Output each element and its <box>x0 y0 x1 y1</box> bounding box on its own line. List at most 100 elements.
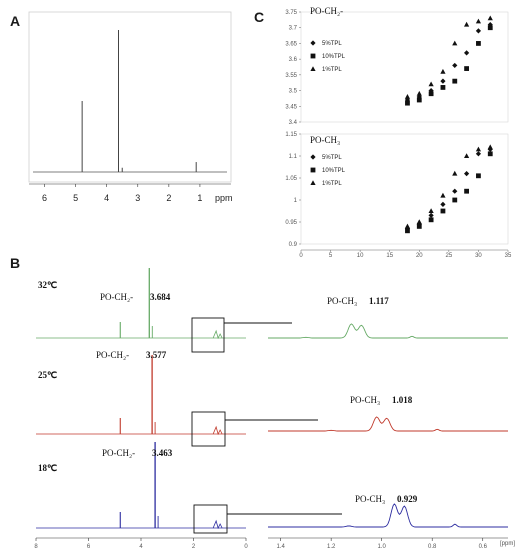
panel-a-letter: A <box>10 13 20 29</box>
panel-c-top-point <box>440 85 446 90</box>
panel-c-xtick-label: 0 <box>299 253 303 259</box>
panel-a-xtick-label: 4 <box>104 193 109 203</box>
panel-b-zoom-box <box>191 317 225 353</box>
panel-c-top-point <box>404 94 411 99</box>
panel-c-top-point <box>464 50 470 56</box>
panel-c-top-point <box>428 81 434 87</box>
panel-c-bottom-point <box>440 201 446 207</box>
panel-c-bottom-point <box>428 212 434 218</box>
panel-c-bottom-point <box>475 151 482 157</box>
panel-c-xtick-label: 25 <box>446 253 453 259</box>
panel-b-ch3-shift: 0.929 <box>397 494 418 504</box>
panel-c-top-point <box>452 78 458 84</box>
panel-c-top-point <box>464 21 470 27</box>
panel-a-spectrum: 6 5 4 3 2 1 <box>29 30 231 203</box>
panel-a-xtick-label: 6 <box>42 193 47 203</box>
panel-c-bottom-legend-label: 1%TPL <box>322 181 342 187</box>
panel-c-top-title: PO-CH₂- <box>310 6 343 16</box>
panel-c-bottom-ytick-label: 1.1 <box>289 154 298 160</box>
panel-c-top-point <box>440 78 446 84</box>
panel-b-xtick-label: 2 <box>192 544 196 550</box>
panel-c-xtick-label: 15 <box>386 253 393 259</box>
panel-c-top-ytick-label: 3.65 <box>285 41 297 47</box>
panel-c-top-frame <box>300 11 509 123</box>
panel-c-bottom-ytick-label: 0.95 <box>285 220 297 226</box>
panel-c-xtick-label: 10 <box>357 253 364 259</box>
panel-a-xtick-label: 1 <box>197 193 202 203</box>
panel-c-top-point <box>404 97 411 103</box>
panel-c-top-legend-marker <box>310 53 316 59</box>
panel-c-top-legend-marker <box>310 40 316 46</box>
panel-b-zoom-xtick-label: 1.2 <box>327 544 336 550</box>
panel-c-bottom-point <box>405 228 410 234</box>
panel-c-bottom-point <box>428 217 434 223</box>
panel-c-bottom-point <box>416 219 422 224</box>
panel-b-letter: B <box>10 255 20 271</box>
panel-c-top-point <box>464 66 469 71</box>
panel-c-top-ytick-label: 3.7 <box>289 26 298 32</box>
panel-b-zoom-spectrum <box>268 323 508 339</box>
panel-c-bottom-point <box>452 188 458 194</box>
panel-c-top-point <box>416 90 422 96</box>
panel-b-zoom-xtick-label: 1.0 <box>378 544 387 550</box>
panel-c-bottom-ytick-label: 1.05 <box>285 176 297 182</box>
panel-b-xtick-label: 6 <box>87 544 91 550</box>
panel-c-top-point <box>452 62 458 69</box>
panel-b-zoom-spectrum <box>268 416 508 432</box>
panel-b-ch2-shift: 3.684 <box>150 292 171 302</box>
panel-c-bottom-point <box>428 208 434 213</box>
panel-c-top-point <box>487 15 493 21</box>
panel-c-top-point <box>405 100 410 106</box>
panel-c-xtick-label: 5 <box>329 253 333 259</box>
panel-b-ch3-shift: 1.018 <box>392 395 413 405</box>
panel-c-xtick-label: 30 <box>475 253 482 259</box>
panel-c-top-point <box>428 91 434 97</box>
panel-b-ch2-shift: 3.577 <box>146 350 167 360</box>
panel-a-xtick-label: 3 <box>135 193 140 203</box>
panel-c-bottom-legend-marker <box>310 167 316 173</box>
panel-b-ch3-small-peak <box>212 329 223 340</box>
panel-b-zoom-unit: [ppm] <box>500 541 515 547</box>
panel-b-ch2-shift: 3.463 <box>152 448 173 458</box>
panel-c-bottom-legend-marker <box>310 154 316 160</box>
panel-a-xtick-label: 5 <box>73 193 78 203</box>
panel-c-top-ytick-label: 3.5 <box>289 89 298 95</box>
panel-c-bottom-point <box>476 173 481 179</box>
panel-c-top-legend-label: 1%TPL <box>322 67 342 73</box>
panel-b-temp-label: 32℃ <box>38 280 57 290</box>
panel-b-zoom-xtick-label: 0.8 <box>428 544 437 550</box>
panel-c-bottom-point <box>487 144 493 150</box>
panel-c-bottom-point <box>464 188 469 194</box>
panel-c-bottom-legend-label: 5%TPL <box>322 155 342 161</box>
panel-c-bottom-point <box>464 171 470 177</box>
panel-b-xtick-label: 8 <box>34 544 38 550</box>
panel-b-ch2-label: PO-CH₂- <box>100 292 133 302</box>
panel-a-xtick-label: 2 <box>166 193 171 203</box>
panel-c-top-point <box>487 25 493 31</box>
panel-c-bottom-title: PO-CH₃ <box>310 135 340 145</box>
panel-c-top-legend-label: 5%TPL <box>322 41 342 47</box>
panel-c-xtick-label: 20 <box>416 253 423 259</box>
panel-c-top-ytick-label: 3.45 <box>285 104 297 110</box>
panel-b-ch3-small-peak <box>212 425 223 436</box>
panel-c-top-point <box>440 68 446 74</box>
panel-b-ch3-label: PO-CH₃ <box>327 296 357 306</box>
panel-c-top-ytick-label: 3.6 <box>289 57 298 63</box>
panel-b-zoom-spectrum <box>268 503 508 528</box>
panel-c-top-ytick-label: 3.75 <box>285 10 297 16</box>
panel-c-bottom-ytick-label: 1.15 <box>285 132 297 138</box>
panel-c-top-point <box>416 97 422 103</box>
panel-c-top-legend-marker <box>310 66 316 71</box>
panel-c-scatter: 3.75 3.7 3.65 3.6 3.55 3.5 3.45 3.4 PO-CH₂- 5%TPL… <box>285 6 512 259</box>
panel-b-zoom-xtick-label: 1.4 <box>276 544 285 550</box>
panel-b-ch2-label: PO-CH₂- <box>102 448 135 458</box>
panel-c-bottom-ytick-label: 1 <box>294 198 298 204</box>
panel-c-bottom-legend-label: 10%TPL <box>322 168 346 174</box>
panel-c-letter: C <box>254 9 264 25</box>
panel-c-bottom-point <box>440 192 446 198</box>
panel-c-bottom-point <box>416 224 422 229</box>
panel-c-top-point <box>476 41 481 46</box>
panel-a-xunit: ppm <box>215 193 233 203</box>
panel-b-ch3-label: PO-CH₃ <box>355 494 385 504</box>
